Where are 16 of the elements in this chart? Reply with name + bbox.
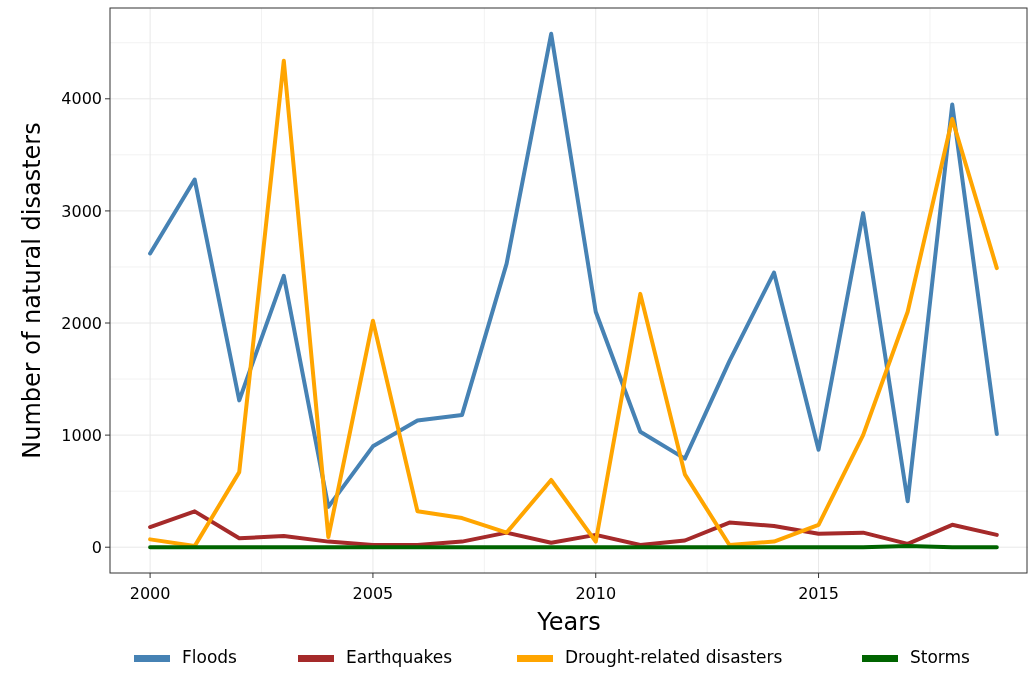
y-tick-label: 3000 [61,201,102,221]
line-series [148,509,999,547]
x-tick-label: 2005 [352,584,394,603]
legend-label: Floods [182,646,238,667]
legend-label: Storms [910,646,971,667]
legend-label: Drought-related disasters [565,646,783,667]
x-tick-label: 2015 [798,584,839,603]
x-tick-label: 2010 [575,584,617,603]
y-axis-title: Number of natural disasters [18,122,46,459]
y-tick-label: 0 [91,537,102,557]
legend-label: Earthquakes [346,646,453,667]
x-axis-title: Years [536,608,601,636]
y-tick-label: 4000 [61,89,102,109]
x-tick-label: 2000 [129,584,171,603]
y-tick-label: 1000 [61,425,102,445]
y-tick-label: 2000 [61,313,102,333]
